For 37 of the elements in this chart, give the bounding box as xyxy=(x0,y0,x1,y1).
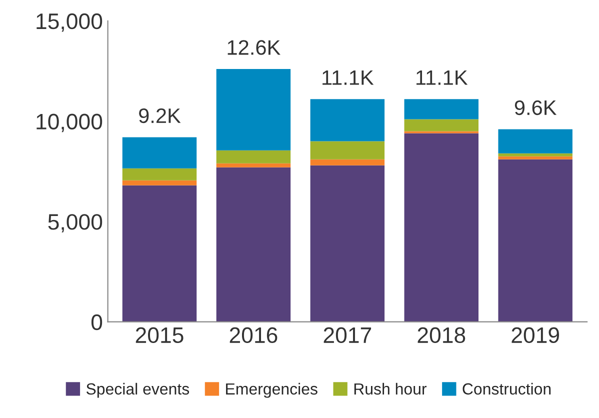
bar xyxy=(310,159,385,166)
bar xyxy=(310,99,385,142)
bar xyxy=(498,156,572,160)
legend-label: Rush hour xyxy=(354,382,427,395)
bar xyxy=(404,119,478,132)
bar xyxy=(122,185,197,322)
total-label: 11.1K xyxy=(322,70,374,85)
legend-label: Special events xyxy=(86,382,190,398)
x-tick-label: 2017 xyxy=(324,327,372,344)
x-tick-label: 2019 xyxy=(512,327,560,344)
bar xyxy=(498,153,572,156)
y-tick-label: 0 xyxy=(91,314,102,330)
bar xyxy=(404,99,478,120)
x-tick-label: 2018 xyxy=(418,327,466,344)
y-tick-label: 10,000 xyxy=(36,114,102,132)
bar xyxy=(122,168,197,180)
bar xyxy=(310,141,385,160)
total-label: 9.2K xyxy=(139,108,181,124)
y-tick-label: 15,000 xyxy=(36,13,102,32)
x-tick-label: 2016 xyxy=(230,327,278,344)
legend-label: Emergencies xyxy=(226,382,318,398)
total-label: 9.6K xyxy=(514,100,557,116)
total-label: 11.1K xyxy=(416,70,468,85)
x-tick-label: 2015 xyxy=(136,327,184,344)
bar xyxy=(122,137,197,168)
bar xyxy=(404,133,478,322)
bar xyxy=(310,165,385,322)
bar xyxy=(216,69,291,150)
bar xyxy=(216,150,291,164)
y-tick-label: 5,000 xyxy=(48,214,102,232)
legend-label: Construction xyxy=(462,382,551,395)
bar xyxy=(498,159,572,322)
bar xyxy=(498,129,572,154)
total-label: 12.6K xyxy=(228,40,280,55)
bar xyxy=(216,167,291,322)
bar xyxy=(216,163,291,168)
bar xyxy=(122,180,197,186)
